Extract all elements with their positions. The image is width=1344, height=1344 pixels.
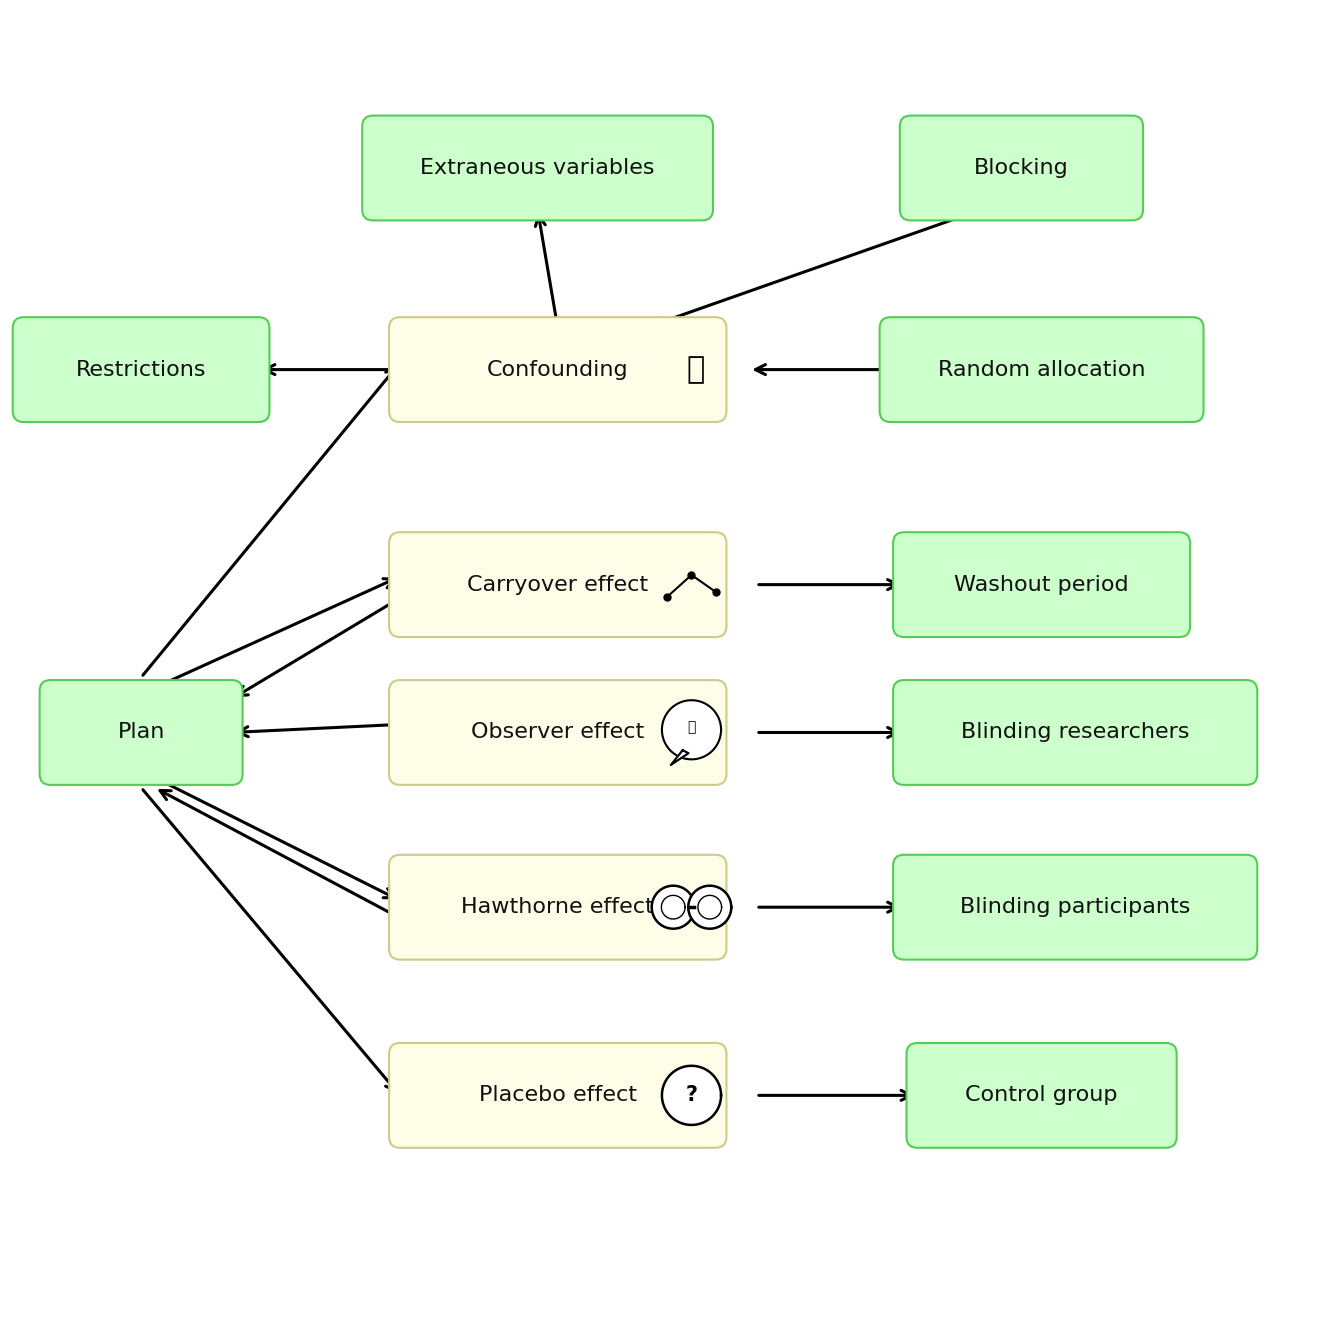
Text: Placebo effect: Placebo effect (478, 1086, 637, 1105)
Polygon shape (663, 1066, 720, 1125)
Text: Carryover effect: Carryover effect (468, 575, 648, 594)
FancyBboxPatch shape (390, 680, 726, 785)
FancyBboxPatch shape (900, 116, 1142, 220)
Text: Observer effect: Observer effect (472, 723, 644, 742)
FancyBboxPatch shape (390, 532, 726, 637)
Text: Hawthorne effect: Hawthorne effect (461, 898, 655, 917)
Text: Plan: Plan (117, 723, 165, 742)
Polygon shape (663, 700, 720, 759)
Polygon shape (652, 886, 695, 929)
Polygon shape (688, 886, 731, 929)
FancyBboxPatch shape (390, 1043, 726, 1148)
FancyBboxPatch shape (390, 855, 726, 960)
Text: Random allocation: Random allocation (938, 360, 1145, 379)
Polygon shape (671, 750, 688, 765)
Text: Extraneous variables: Extraneous variables (421, 159, 655, 177)
Text: Restrictions: Restrictions (75, 360, 207, 379)
FancyBboxPatch shape (892, 532, 1189, 637)
Text: Blocking: Blocking (974, 159, 1068, 177)
Text: Confounding: Confounding (487, 360, 629, 379)
FancyBboxPatch shape (39, 680, 243, 785)
Text: Blinding participants: Blinding participants (960, 898, 1191, 917)
FancyBboxPatch shape (363, 116, 712, 220)
Text: Blinding researchers: Blinding researchers (961, 723, 1189, 742)
FancyBboxPatch shape (892, 855, 1258, 960)
Text: Control group: Control group (965, 1086, 1118, 1105)
FancyBboxPatch shape (892, 680, 1258, 785)
FancyBboxPatch shape (879, 317, 1203, 422)
FancyBboxPatch shape (906, 1043, 1177, 1148)
Text: ⤢: ⤢ (687, 355, 704, 384)
Text: 💡: 💡 (687, 720, 696, 734)
FancyBboxPatch shape (13, 317, 269, 422)
Text: ?: ? (685, 1086, 698, 1105)
FancyBboxPatch shape (390, 317, 726, 422)
Text: Washout period: Washout period (954, 575, 1129, 594)
